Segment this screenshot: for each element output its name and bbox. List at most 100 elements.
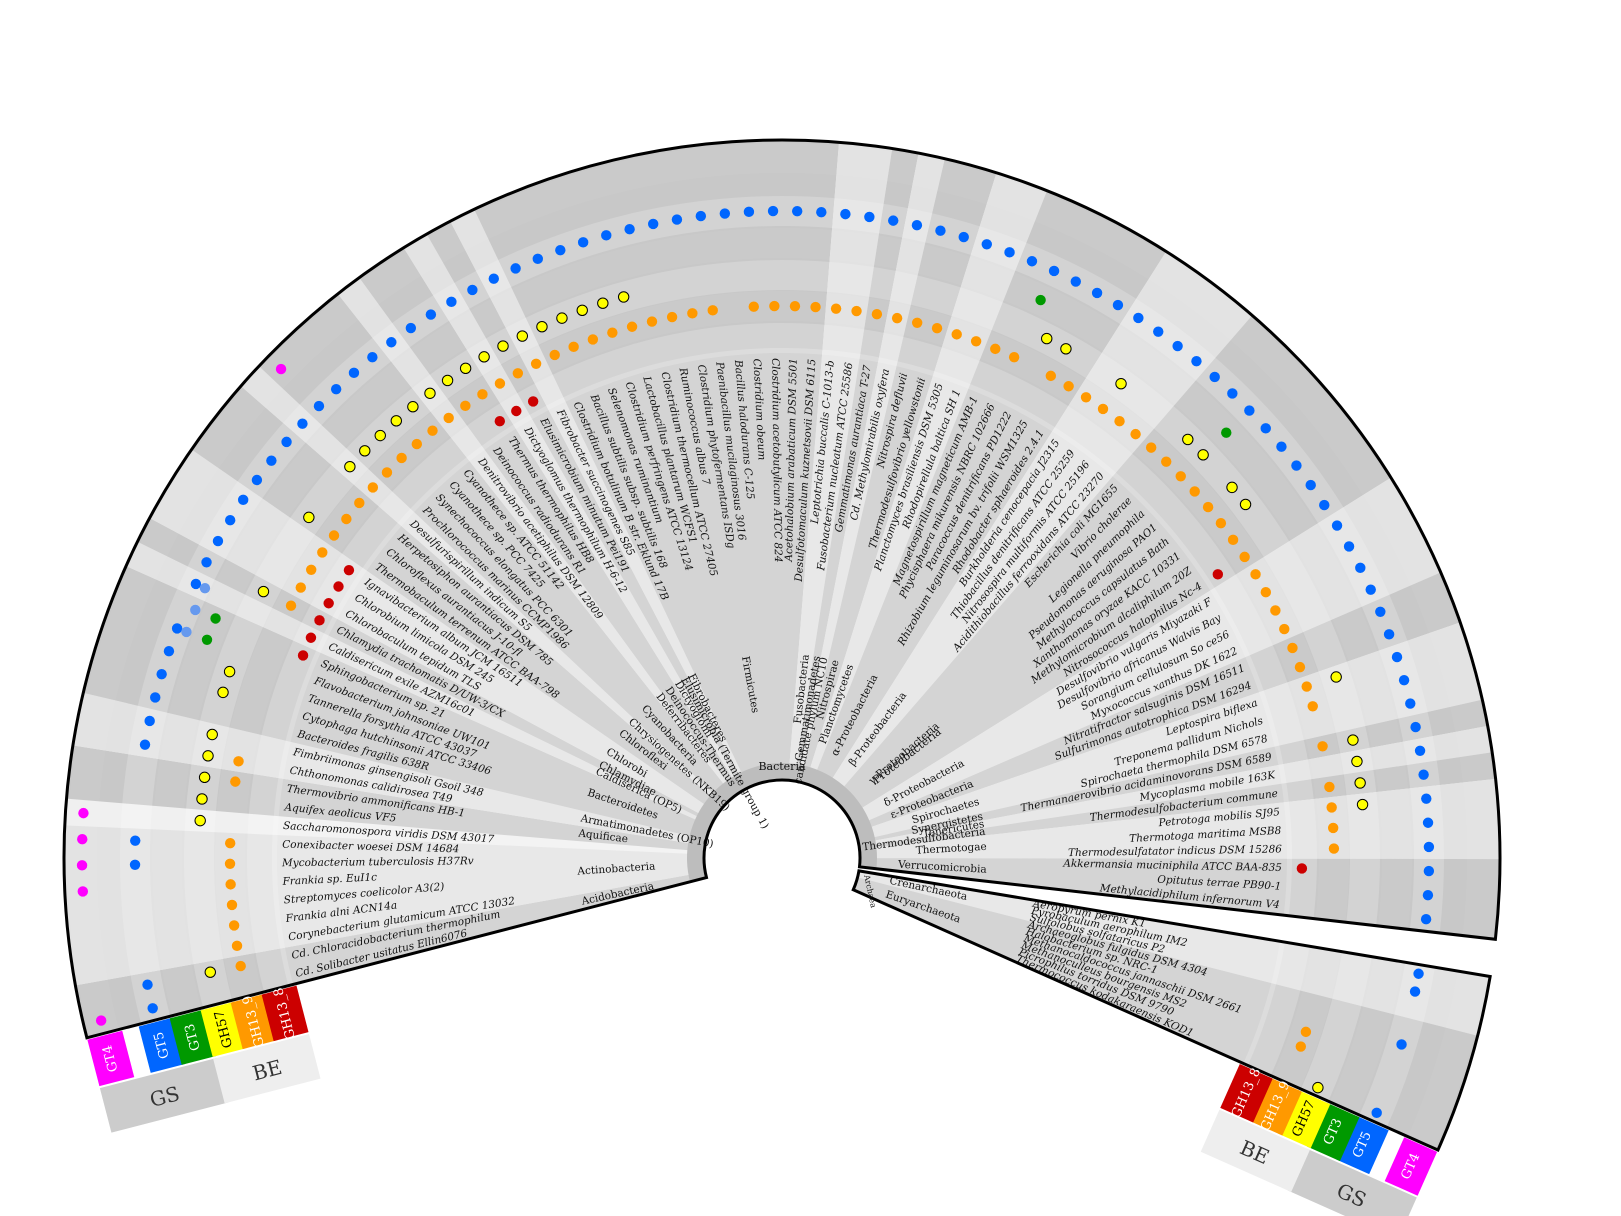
dot-gt5 [911, 220, 923, 231]
dot-gh13-8 [314, 615, 325, 626]
phylum-band [796, 153, 945, 783]
dot-gt5 [1413, 968, 1424, 979]
dot-gh13-9 [1250, 569, 1261, 580]
family-keys: GT4 GT5 GT3 GH57 GH13_9 GH13_8GSBEGT4GT5GT3GH… [87, 985, 1438, 1216]
dot-gt5 [1391, 651, 1403, 663]
phylum-band [848, 477, 1441, 827]
phylum-band [149, 449, 718, 822]
dot-gh57 [1356, 798, 1369, 811]
dot-gh13-9 [233, 756, 244, 767]
dot-gh57 [202, 750, 214, 762]
dot-gt5 [144, 715, 155, 727]
dot-gt5 [1422, 817, 1434, 828]
dot-gt5 [1209, 371, 1220, 383]
dot-gt5 [1026, 256, 1038, 267]
key-gt4: GT4 [1384, 1137, 1438, 1196]
dot-gh13-9 [911, 317, 923, 329]
dot-gt5 [958, 231, 969, 243]
dot-gh13-9 [226, 899, 238, 911]
family-ring [1330, 957, 1404, 1115]
dot-gt5 [171, 623, 183, 634]
dot-gt5 [1414, 745, 1426, 756]
dot-gh57 [206, 728, 218, 741]
dot-gh13-9 [646, 316, 658, 327]
dot-gh13-9 [1301, 681, 1312, 692]
phylum-label: Actinobacteria [576, 860, 656, 877]
dot-gh13-8 [511, 405, 522, 417]
family-ring [1407, 971, 1488, 1149]
dot-gh57 [303, 511, 315, 524]
dot-gh13-9 [1279, 623, 1290, 635]
dot-gh13-9 [1008, 351, 1020, 363]
dot-gt5 [281, 436, 292, 448]
phylum-band [359, 247, 741, 795]
dot-gh13-9 [931, 323, 943, 334]
dot-gh13-9 [707, 305, 718, 316]
dot-gh57 [198, 771, 211, 784]
dot-gt5 [405, 322, 417, 334]
phylum-label: Verrucomicrobia [897, 859, 987, 876]
dot-gt4 [78, 807, 89, 819]
dot-gh13-9 [789, 300, 801, 312]
key-label: GT3 [182, 1022, 203, 1052]
group-box [1287, 1148, 1417, 1216]
dot-gh13-9 [231, 940, 243, 952]
dot-gh57 [374, 429, 386, 442]
dot-gh57 [424, 387, 436, 399]
dot-gh13-9 [1294, 661, 1306, 673]
dot-gh13-9 [1300, 1026, 1312, 1038]
dot-gt5 [1421, 793, 1432, 804]
dot-gh13-9 [396, 452, 407, 464]
dot-gh13-9 [549, 349, 560, 361]
phylum-band [258, 293, 734, 805]
dot-gt5 [129, 859, 141, 870]
label-ring [853, 870, 1286, 1066]
dot-gt5 [1191, 355, 1202, 367]
dot-gt5 [446, 296, 457, 308]
dot-gh13-9 [1328, 843, 1340, 854]
phylum-band [859, 778, 1501, 860]
dot-gt4 [95, 1015, 107, 1026]
dot-gt5 [1048, 265, 1060, 277]
dot-gh57 [1115, 378, 1127, 390]
dot-gh13-9 [1324, 781, 1335, 793]
dot-gh13-9 [1287, 642, 1298, 654]
dot-gt5 [935, 225, 946, 236]
dot-gh57 [1347, 734, 1359, 746]
dot-gt3 [210, 613, 221, 624]
dot-gh13-9 [748, 301, 759, 312]
dot-gh13-9 [228, 920, 240, 931]
dot-gh57 [556, 312, 568, 324]
dot-gt3 [201, 634, 213, 645]
dot-gt5 [1153, 326, 1164, 337]
phylum-band [126, 541, 712, 827]
dot-gt5 [1418, 769, 1429, 780]
group-box [213, 1034, 321, 1104]
group-be: BE [1200, 1109, 1310, 1192]
dot-gt5 [767, 205, 779, 217]
column-rings [67, 143, 1497, 1149]
dot-gt5 [1331, 520, 1343, 531]
dot-gh13-9 [225, 879, 236, 890]
phylum-band [403, 234, 744, 792]
dot-gh13-9 [1097, 403, 1109, 415]
dot-gh13-9 [951, 329, 962, 340]
dot-gh13-9 [1145, 442, 1157, 453]
dot-gt5 [1260, 423, 1271, 434]
dot-gh13-9 [1326, 802, 1337, 813]
dot-gh57 [441, 374, 454, 387]
phylum-label: Thermotogae [915, 841, 987, 857]
phylum-band [823, 251, 1253, 800]
dot-gh13-9 [687, 308, 698, 319]
dot-gh13-9 [891, 312, 903, 324]
dot-gh57 [617, 291, 630, 303]
dot-gh13-9 [381, 467, 393, 478]
dot-gh13-9 [769, 300, 780, 312]
dot-gt5 [888, 215, 899, 226]
dot-gh13-9 [427, 425, 438, 436]
dot-gh13-9 [477, 389, 488, 400]
dot-gh13-9 [1114, 416, 1125, 427]
dot-gt5 [266, 455, 277, 466]
phylum-band [72, 692, 707, 846]
dot-gt5 [142, 979, 153, 990]
